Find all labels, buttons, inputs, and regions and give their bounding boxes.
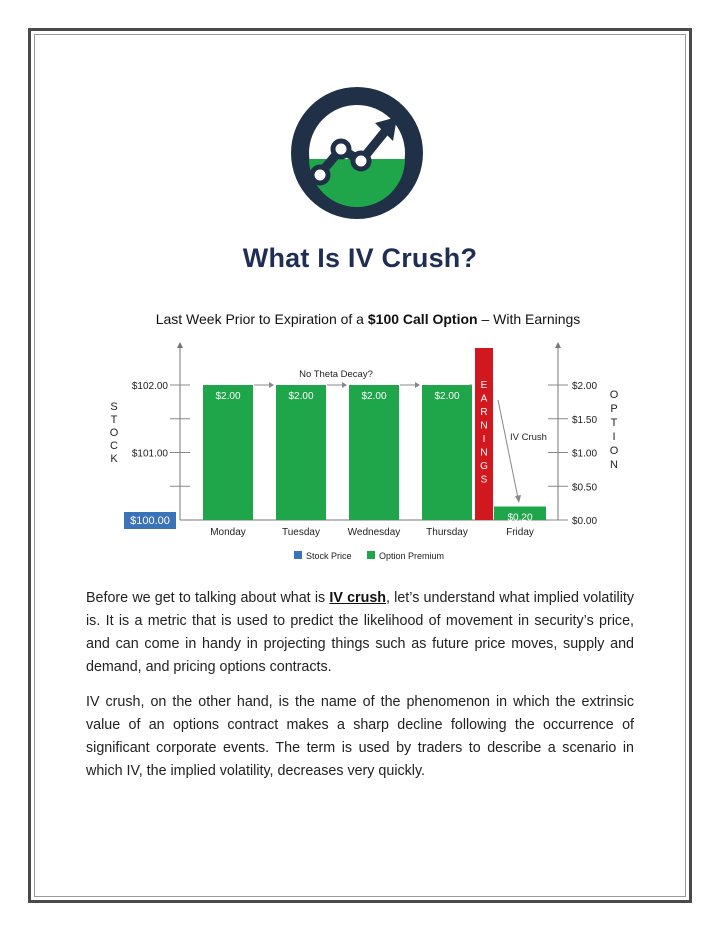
chart-title-bold: $100 Call Option	[368, 311, 478, 327]
right-axis-label-letter: T	[611, 417, 618, 429]
earnings-bar	[475, 348, 493, 520]
right-axis-label-letter: O	[610, 389, 619, 401]
left-tick-label: $101.00	[132, 449, 169, 460]
option-premium-bar	[494, 506, 546, 520]
earnings-label-letter: R	[480, 407, 487, 418]
right-axis-label-letter: I	[612, 431, 615, 443]
category-label: Thursday	[426, 527, 468, 538]
right-tick-label: $1.00	[572, 449, 597, 460]
theta-arrow-head	[269, 382, 274, 388]
option-premium-data-label: $2.00	[215, 391, 240, 402]
left-tick-label: $102.00	[132, 381, 169, 392]
right-tick-label: $1.50	[572, 415, 597, 426]
category-label: Wednesday	[348, 527, 401, 538]
earnings-label-letter: N	[480, 421, 487, 432]
right-axis-label-letter: O	[610, 445, 619, 457]
theta-arrow-head	[415, 382, 420, 388]
iv-crush-annotation: IV Crush	[510, 432, 547, 443]
option-premium-bar	[349, 385, 399, 520]
left-axis-arrow	[177, 342, 183, 348]
chart-title-suffix: – With Earnings	[478, 311, 581, 327]
left-axis-label-letter: K	[110, 453, 118, 465]
legend-stock-swatch	[294, 551, 302, 559]
earnings-label-letter: E	[481, 380, 488, 391]
document-title: What Is IV Crush?	[242, 243, 478, 273]
option-premium-bar	[276, 385, 326, 520]
iv-crush-chart: Last Week Prior to Expiration of a $100 …	[110, 311, 619, 561]
right-axis-arrow	[555, 342, 561, 348]
theta-annotation: No Theta Decay?	[299, 369, 373, 380]
category-label: Monday	[210, 527, 246, 538]
option-premium-data-label: $0.20	[507, 513, 532, 524]
chart-title: Last Week Prior to Expiration of a $100 …	[156, 311, 581, 327]
body-text: Before we get to talking about what is I…	[86, 587, 634, 795]
option-premium-data-label: $2.00	[288, 391, 313, 402]
right-tick-label: $0.00	[572, 516, 597, 527]
legend-option-label: Option Premium	[379, 551, 444, 561]
stock-price-bar	[124, 512, 176, 529]
left-axis-label-letter: C	[110, 440, 118, 452]
earnings-label-letter: N	[480, 448, 487, 459]
paragraph-2: IV crush, on the other hand, is the name…	[86, 694, 634, 779]
right-axis-label-letter: N	[610, 459, 618, 471]
left-axis-label-letter: S	[110, 401, 117, 413]
legend-option-swatch	[367, 551, 375, 559]
paragraph-1-before: Before we get to talking about what is	[86, 590, 330, 606]
earnings-label-letter: A	[481, 394, 488, 405]
chart-trend-up-logo-icon	[291, 87, 423, 219]
legend-stock-label: Stock Price	[306, 551, 352, 561]
right-axis-label-letter: P	[610, 403, 617, 415]
right-tick-label: $2.00	[572, 381, 597, 392]
stock-price-data-label: $100.00	[130, 515, 170, 527]
iv-crush-arrow-line	[497, 399, 519, 499]
earnings-label-letter: G	[480, 461, 488, 472]
paragraph-1-after: , let’s understand what implied volatili…	[86, 590, 634, 675]
left-axis-label-letter: O	[110, 427, 119, 439]
option-premium-data-label: $2.00	[434, 391, 459, 402]
chart-title-prefix: Last Week Prior to Expiration of a	[156, 311, 368, 327]
option-premium-data-label: $2.00	[361, 391, 386, 402]
paragraph-1: Before we get to talking about what is I…	[86, 587, 634, 679]
category-label: Friday	[506, 527, 534, 538]
category-label: Tuesday	[282, 527, 320, 538]
theta-arrow-head	[342, 382, 347, 388]
option-premium-bar	[422, 385, 472, 520]
iv-crush-arrow-head	[515, 495, 521, 503]
option-premium-bar	[203, 385, 253, 520]
iv-crush-link[interactable]: IV crush	[329, 590, 387, 606]
earnings-label-letter: S	[481, 475, 488, 486]
left-axis-label-letter: T	[111, 414, 118, 426]
right-tick-label: $0.50	[572, 482, 597, 493]
earnings-label-letter: I	[483, 434, 486, 445]
